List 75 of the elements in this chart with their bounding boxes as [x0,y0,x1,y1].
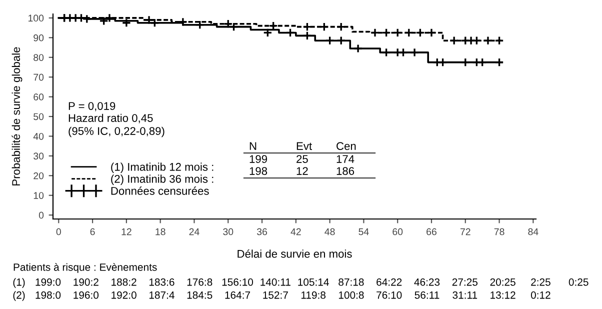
text: 64:22 [376,278,402,286]
x-tick-label: 54 [358,228,369,236]
annotation: P = 0,019 [68,102,116,112]
x-tick-label: 42 [290,228,301,236]
legend-label: Données censurées [111,186,209,195]
annotation: 198 [250,167,268,175]
text: 0:25 [568,278,588,286]
x-tick-label: 6 [90,228,95,236]
y-tick-label: 30 [34,152,44,160]
text: 187:4 [149,291,174,299]
text: 190:2 [74,278,98,286]
x-tick-label: 72 [460,228,470,236]
text: 56:11 [414,291,440,299]
text: 198:0 [36,291,61,299]
text: 192:0 [112,291,136,299]
text: 0:12 [530,291,550,299]
y-tick-label: 60 [34,94,44,100]
legend-label: (2) Imatinib 36 mois : [111,174,214,186]
text: 152:7 [263,291,288,299]
text: 176:8 [187,278,212,286]
annotation: 25 [296,155,308,163]
y-tick-label: 70 [34,74,44,81]
text: 184:5 [187,291,212,299]
annotation: Cen [336,142,356,150]
text: 199:0 [36,278,61,286]
text: 31:11 [452,291,478,299]
text: 20:25 [490,278,516,286]
annotation: Evt [296,142,312,150]
x-tick-label: 24 [189,228,200,236]
text: 87:18 [338,278,364,286]
annotation: 186 [336,167,354,175]
text: 156:10 [222,278,254,286]
text: 188:2 [112,278,136,286]
x-tick-label: 0 [56,228,61,236]
annotation: N [250,142,256,150]
annotation: 174 [336,155,354,163]
x-tick-label: 36 [256,228,267,236]
text: 46:23 [414,278,440,286]
y-tick-label: 40 [33,132,44,140]
x-tick-label: 78 [494,228,504,236]
y-tick-label: 0 [38,212,44,219]
text: 164:7 [225,291,250,299]
text: 13:12 [490,291,516,299]
text: 140:11 [260,278,290,286]
annotation: Hazard ratio 0,45 [68,114,153,124]
y-tick-label: 80 [34,54,44,61]
text: (2) [13,291,25,301]
text: Patients à risque : Evènements [14,263,157,273]
text: 2:25 [531,278,550,286]
x-tick-label: 66 [426,228,436,236]
legend-label: (1) Imatinib 12 mois : [111,162,214,173]
y-tick-label: 10 [34,192,44,199]
y-tick-label: 90 [34,34,44,42]
x-tick-label: 48 [324,228,335,236]
text: 76:10 [376,291,402,299]
text: 105:14 [298,278,329,286]
text: (1) [13,278,25,288]
y-axis-title: Probabilité de survie globale [12,47,22,186]
annotation: 199 [250,155,268,163]
text: 183:6 [149,278,174,286]
text: 119:8 [301,291,326,299]
y-tick-label: 100 [28,14,44,22]
x-tick-label: 84 [528,228,538,236]
annotation: (95% IC, 0,22-0,89) [68,126,164,138]
y-tick-label: 50 [34,113,44,120]
y-tick-label: 20 [34,172,44,180]
annotation: 12 [296,167,308,175]
x-tick-label: 30 [223,228,234,236]
text: 196:0 [74,291,99,299]
text: 100:8 [338,291,364,299]
x-tick-label: 60 [392,228,403,236]
x-axis-title: Délai de survie en mois [238,249,352,258]
x-tick-label: 12 [122,228,132,236]
x-tick-label: 18 [156,228,166,236]
text: 27:25 [452,278,478,286]
